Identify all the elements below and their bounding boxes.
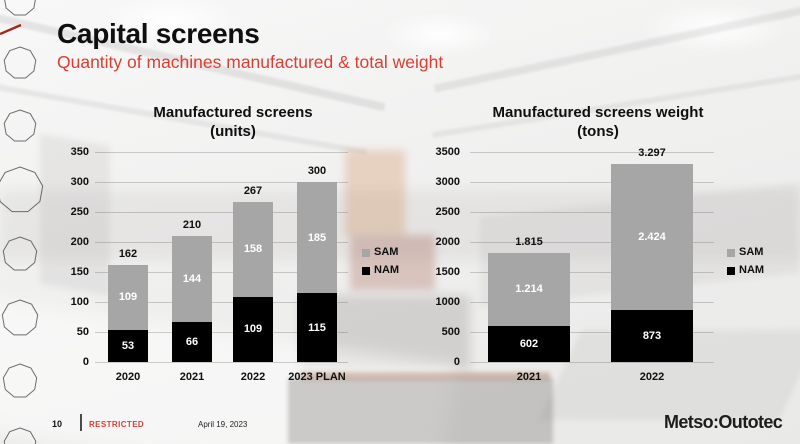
bar-segment-nam: 66 (172, 322, 212, 362)
bar-value-label: 185 (307, 231, 327, 244)
bar-total-label: 1.815 (515, 236, 543, 249)
bar-total-label: 162 (118, 247, 138, 260)
y-tick-label: 150 (70, 266, 89, 278)
bar-total-label: 267 (243, 184, 263, 197)
slide-title: Capital screens (57, 18, 260, 49)
bar-value-label: 158 (243, 243, 263, 256)
gridline (95, 271, 348, 273)
bar-segment-nam: 109 (233, 296, 273, 362)
x-category-label: 2022 (240, 371, 266, 383)
bar-value-label: 115 (308, 321, 326, 334)
bar-segment-sam: 158 (233, 201, 273, 297)
x-category-label: 2023 PLAN (288, 371, 346, 383)
legend-swatch-sam (727, 249, 735, 257)
bar-value-label: 602 (519, 337, 539, 350)
gridline (95, 181, 348, 183)
legend-label: SAM (739, 246, 764, 258)
bar-segment-nam: 115 (297, 293, 337, 362)
legend-swatch-nam (362, 267, 370, 275)
legend-swatch-nam (727, 267, 735, 275)
y-tick-label: 500 (441, 326, 460, 338)
x-category-label: 2022 (639, 371, 665, 383)
bar-value-label: 109 (243, 323, 263, 336)
gridline (470, 151, 714, 153)
gridline (95, 241, 348, 243)
y-tick-label: 0 (453, 356, 460, 368)
bar-total-label: 300 (307, 165, 327, 177)
bar-value-label: 873 (642, 329, 662, 342)
y-tick-label: 50 (76, 326, 89, 338)
y-tick-label: 2500 (435, 206, 460, 218)
chart-title: Manufactured screens (units) (153, 104, 313, 140)
y-tick-label: 0 (82, 356, 89, 368)
bar-value-label: 144 (182, 273, 202, 286)
bar-segment-sam: 144 (172, 236, 212, 323)
gridline (470, 271, 714, 273)
bar-value-label: 1.214 (515, 283, 543, 296)
page-number: 10 (52, 419, 63, 429)
gridline (470, 211, 714, 213)
footer-date: April 19, 2023 (198, 420, 248, 429)
bar-segment-nam: 602 (488, 325, 570, 362)
metso-outotec-logo: Metso:Outotec (664, 412, 783, 432)
gridline (470, 331, 714, 333)
legend-label: SAM (374, 246, 399, 258)
y-tick-label: 250 (70, 206, 89, 218)
gridline (95, 361, 348, 363)
bar-segment-nam: 53 (108, 330, 148, 362)
y-tick-label: 3500 (435, 146, 460, 158)
y-tick-label: 200 (70, 236, 89, 248)
gridline (470, 361, 714, 363)
bar-segment-sam: 1.214 (488, 253, 570, 326)
y-tick-label: 3000 (435, 176, 460, 188)
x-category-label: 2021 (179, 371, 205, 383)
footer: 10 RESTRICTED April 19, 2023 Metso:Outot… (0, 408, 800, 444)
bar-segment-nam: 873 (611, 309, 693, 362)
chart-title: Manufactured screens weight (tons) (492, 104, 704, 140)
classification-label: RESTRICTED (89, 420, 145, 429)
legend-label: NAM (739, 264, 765, 276)
footer-divider (80, 414, 82, 431)
bar-value-label: 66 (185, 336, 199, 349)
gridline (470, 241, 714, 243)
gridline (95, 301, 348, 303)
bar-value-label: 53 (121, 340, 135, 353)
y-tick-label: 100 (70, 296, 89, 308)
gridline (470, 301, 714, 303)
y-tick-label: 300 (70, 176, 89, 188)
bar-segment-sam: 109 (108, 264, 148, 331)
legend-label: NAM (374, 264, 400, 276)
legend-swatch-sam (362, 249, 370, 257)
bar-total-label: 210 (182, 219, 202, 231)
bar-value-label: 2.424 (638, 230, 666, 243)
y-tick-label: 1000 (435, 296, 460, 308)
bar-segment-sam: 185 (297, 182, 337, 293)
x-category-label: 2020 (115, 371, 141, 383)
bar-value-label: 109 (118, 291, 138, 304)
gridline (95, 151, 348, 153)
gridline (470, 181, 714, 183)
y-tick-label: 2000 (435, 236, 460, 248)
bar-segment-sam: 2.424 (611, 164, 693, 310)
bar-total-label: 3.297 (638, 147, 666, 160)
gridline (95, 211, 348, 213)
slide-subtitle: Quantity of machines manufactured & tota… (57, 52, 444, 72)
gridline (95, 331, 348, 333)
x-category-label: 2021 (516, 371, 542, 383)
y-tick-label: 350 (70, 146, 89, 158)
y-tick-label: 1500 (435, 266, 460, 278)
